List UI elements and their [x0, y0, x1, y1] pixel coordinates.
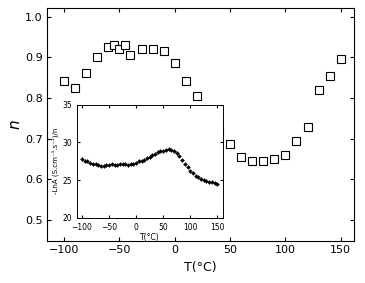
X-axis label: T(°C): T(°C) [184, 261, 217, 274]
X-axis label: T(°C): T(°C) [140, 233, 160, 242]
Y-axis label: n: n [7, 120, 22, 129]
Y-axis label: -LnA (S.cm⁻¹.s⁻¹)/n: -LnA (S.cm⁻¹.s⁻¹)/n [52, 128, 59, 194]
